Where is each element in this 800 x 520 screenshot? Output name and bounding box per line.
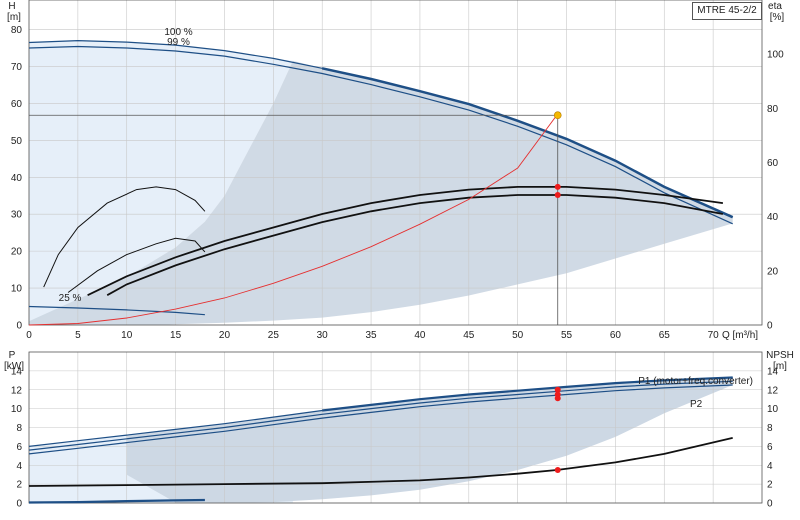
y-tick-label: 8	[16, 423, 22, 434]
curve-label-99: 99 %	[167, 37, 190, 48]
power-marker	[554, 466, 561, 473]
x-tick-label: 60	[610, 330, 622, 341]
y-tick-label: 10	[11, 284, 23, 295]
head-curve-100-bold	[321, 67, 734, 219]
y-axis-title: P	[9, 350, 16, 361]
duty-point-marker	[553, 111, 562, 120]
power-panel: 0 2 4 6 8 10 12 14 0 2 4 6 8 10 12 14 P[kW] NPSH[m] P1 (mo…	[4, 350, 794, 510]
y2-tick-label: 14	[767, 366, 779, 377]
plot-frame	[28, 351, 763, 504]
y-axis-unit: [kW]	[4, 361, 24, 372]
plot-frame	[28, 0, 763, 326]
x-tick-label: 55	[561, 330, 573, 341]
y2-axis-unit: [m]	[773, 361, 787, 372]
eta-curve	[67, 237, 206, 293]
power-curve	[28, 380, 733, 451]
y2-tick-label: 0	[767, 321, 773, 332]
y2-tick-label: 80	[767, 104, 779, 115]
y-tick-label: 50	[11, 136, 23, 147]
x-tick-label: 5	[75, 330, 81, 341]
eta-marker	[554, 183, 561, 190]
y-tick-label: 80	[11, 25, 23, 36]
head-panel: 0 5 10 15 20 25 30 35 40 45 50 55 60 65 70 0 10 20 30 40 50 6…	[7, 0, 784, 341]
y2-tick-label: 40	[767, 212, 779, 223]
y2-tick-label: 60	[767, 158, 779, 169]
npsh-curve	[28, 437, 733, 487]
system-curve	[28, 114, 558, 326]
y2-tick-label: 100	[767, 50, 784, 61]
power-marker	[554, 395, 561, 402]
y-axis-unit: [m]	[7, 12, 21, 23]
curve-label-p2: P2	[690, 399, 703, 410]
y2-tick-label: 0	[767, 499, 773, 510]
x-tick-label: 25	[268, 330, 280, 341]
curve-label-25: 25 %	[59, 293, 82, 304]
y-axis-title: H	[8, 1, 15, 12]
y2-tick-label: 20	[767, 266, 779, 277]
y-tick-label: 2	[16, 480, 22, 491]
power-curve	[28, 498, 205, 504]
head-curve-99	[28, 45, 733, 225]
y-tick-label: 0	[16, 321, 22, 332]
x-tick-label: 65	[659, 330, 671, 341]
y2-axis-unit: [%]	[770, 12, 785, 23]
x-tick-label: 70	[708, 330, 720, 341]
x-tick-label: 0	[26, 330, 32, 341]
x-tick-label: 20	[219, 330, 231, 341]
x-tick-label: 35	[366, 330, 378, 341]
x-tick-label: 40	[414, 330, 426, 341]
power-curve	[28, 384, 733, 455]
y2-axis-title: eta	[768, 1, 782, 12]
y-tick-label: 10	[11, 404, 23, 415]
y2-tick-label: 6	[767, 442, 773, 453]
operating-region-light	[29, 40, 293, 325]
head-curve-25	[28, 305, 205, 316]
y2-tick-label: 2	[767, 480, 773, 491]
y-tick-label: 4	[16, 461, 22, 472]
power-marker	[554, 386, 561, 393]
y-tick-label: 20	[11, 247, 23, 258]
x-tick-label: 30	[317, 330, 329, 341]
curve-label-p1: P1 (motor+freq.converter)	[638, 376, 753, 387]
y2-tick-label: 8	[767, 423, 773, 434]
y2-tick-label: 4	[767, 461, 773, 472]
y-tick-label: 14	[11, 366, 23, 377]
y-tick-label: 30	[11, 210, 23, 221]
eta-curve	[43, 186, 206, 288]
x-axis-label: Q [m³/h]	[722, 330, 758, 341]
y-tick-label: 70	[11, 62, 23, 73]
y2-axis-title: NPSH	[766, 350, 794, 361]
power-curve-bold	[322, 376, 733, 412]
y-tick-label: 12	[11, 385, 23, 396]
y-tick-label: 0	[16, 499, 22, 510]
eta-marker	[554, 192, 561, 198]
x-tick-label: 15	[170, 330, 182, 341]
y2-tick-label: 12	[767, 385, 779, 396]
y-tick-label: 40	[11, 173, 23, 184]
y2-tick-label: 10	[767, 404, 779, 415]
model-label: MTRE 45-2/2	[692, 2, 762, 20]
x-tick-label: 45	[463, 330, 475, 341]
curve-label-100: 100 %	[164, 27, 192, 38]
x-tick-label: 50	[512, 330, 524, 341]
eta-curve	[106, 194, 724, 296]
eta-curve	[87, 186, 724, 297]
operating-region-shade	[29, 60, 733, 326]
x-tick-label: 10	[121, 330, 133, 341]
y-tick-label: 60	[11, 99, 23, 110]
y-tick-label: 6	[16, 442, 22, 453]
